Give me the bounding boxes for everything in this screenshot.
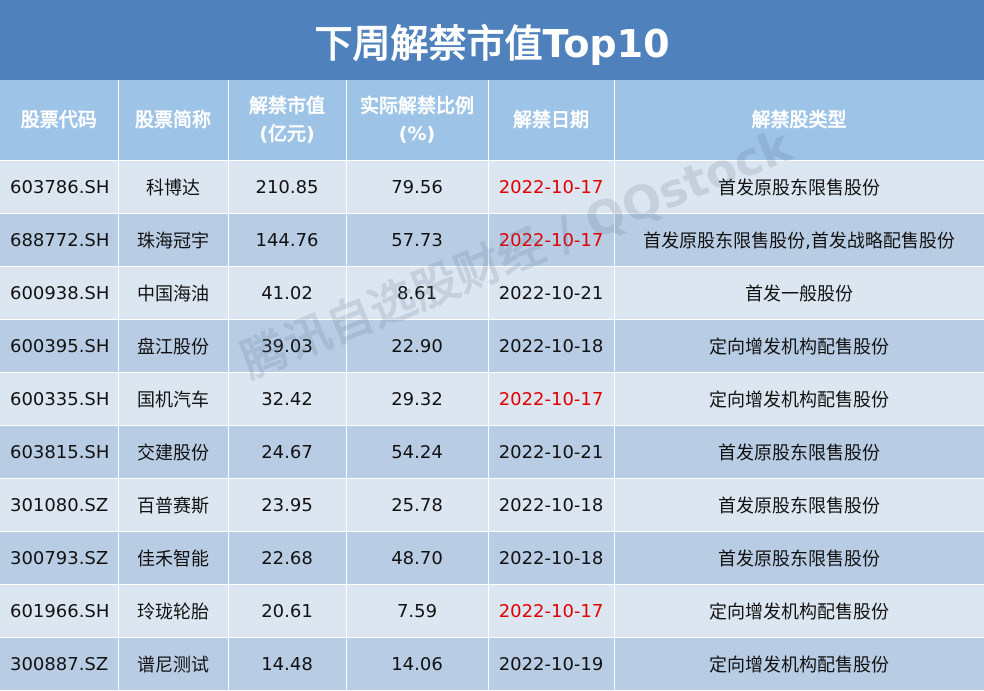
column-header: 实际解禁比例 (%) — [346, 80, 489, 161]
cell: 79.56 — [346, 160, 489, 214]
cell: 210.85 — [228, 160, 347, 214]
cell: 54.24 — [346, 425, 489, 479]
row: 301080.SZ 百普赛斯 23.95 25.78 2022-10-18 首发原股东限售… — [0, 478, 984, 532]
cell: 301080.SZ — [0, 478, 119, 532]
cell: 23.95 — [228, 478, 347, 532]
cell: 2022-10-21 — [488, 266, 615, 320]
row: 300887.SZ 谱尼测试 14.48 14.06 2022-10-19 定向增发机构配… — [0, 637, 984, 690]
header-row: 股票代码 股票简称 解禁市值 (亿元) 实际解禁比例 (%) 解禁日期 解禁股类型 — [0, 80, 984, 161]
cell: 688772.SH — [0, 213, 119, 267]
row: 600938.SH 中国海油 41.02 8.61 2022-10-21 首发一般股份 — [0, 266, 984, 320]
cell: 佳禾智能 — [118, 531, 229, 585]
cell: 41.02 — [228, 266, 347, 320]
cell: 定向增发机构配售股份 — [614, 372, 984, 426]
header-line: (%) — [398, 123, 436, 145]
cell: 2022-10-17 — [488, 584, 615, 638]
cell: 谱尼测试 — [118, 637, 229, 690]
cell: 玲珑轮胎 — [118, 584, 229, 638]
row: 601966.SH 玲珑轮胎 20.61 7.59 2022-10-17 定向增发机构配售… — [0, 584, 984, 638]
cell: 2022-10-18 — [488, 478, 615, 532]
cell: 首发原股东限售股份 — [614, 425, 984, 479]
cell: 24.67 — [228, 425, 347, 479]
cell: 600938.SH — [0, 266, 119, 320]
column-header: 股票简称 — [118, 80, 229, 161]
cell: 601966.SH — [0, 584, 119, 638]
cell: 300793.SZ — [0, 531, 119, 585]
cell: 22.68 — [228, 531, 347, 585]
cell: 定向增发机构配售股份 — [614, 637, 984, 690]
cell: 2022-10-19 — [488, 637, 615, 690]
cell: 首发一般股份 — [614, 266, 984, 320]
cell: 交建股份 — [118, 425, 229, 479]
column-header: 解禁股类型 — [614, 80, 984, 161]
cell: 2022-10-21 — [488, 425, 615, 479]
cell: 定向增发机构配售股份 — [614, 584, 984, 638]
cell: 600395.SH — [0, 319, 119, 373]
cell: 首发原股东限售股份 — [614, 531, 984, 585]
header-line: 解禁市值 — [248, 95, 325, 117]
title: 下周解禁市值Top10 — [0, 0, 984, 80]
cell: 科博达 — [118, 160, 229, 214]
cell: 20.61 — [228, 584, 347, 638]
cell: 48.70 — [346, 531, 489, 585]
header-line: 股票简称 — [134, 109, 211, 131]
table: 股票代码 股票简称 解禁市值 (亿元) 实际解禁比例 (%) 解禁日期 解禁股类型 60378… — [0, 80, 984, 690]
cell: 22.90 — [346, 319, 489, 373]
cell: 2022-10-17 — [488, 160, 615, 214]
cell: 29.32 — [346, 372, 489, 426]
column-header: 股票代码 — [0, 80, 119, 161]
cell: 国机汽车 — [118, 372, 229, 426]
cell: 2022-10-18 — [488, 319, 615, 373]
row: 603786.SH 科博达 210.85 79.56 2022-10-17 首发原股东限售… — [0, 160, 984, 214]
header-line: 股票代码 — [20, 109, 97, 131]
cell: 7.59 — [346, 584, 489, 638]
row: 603815.SH 交建股份 24.67 54.24 2022-10-21 首发原股东限售… — [0, 425, 984, 479]
header-line: (亿元) — [259, 123, 315, 145]
cell: 首发原股东限售股份 — [614, 160, 984, 214]
header-line: 实际解禁比例 — [359, 95, 474, 117]
cell: 600335.SH — [0, 372, 119, 426]
row: 600335.SH 国机汽车 32.42 29.32 2022-10-17 定向增发机构配… — [0, 372, 984, 426]
row: 600395.SH 盘江股份 39.03 22.90 2022-10-18 定向增发机构配… — [0, 319, 984, 373]
row: 688772.SH 珠海冠宇 144.76 57.73 2022-10-17 首发原股东限… — [0, 213, 984, 267]
cell: 2022-10-17 — [488, 372, 615, 426]
cell: 定向增发机构配售股份 — [614, 319, 984, 373]
cell: 603786.SH — [0, 160, 119, 214]
header-line: 解禁日期 — [512, 109, 589, 131]
cell: 603815.SH — [0, 425, 119, 479]
cell: 2022-10-18 — [488, 531, 615, 585]
cell: 39.03 — [228, 319, 347, 373]
cell: 32.42 — [228, 372, 347, 426]
cell: 百普赛斯 — [118, 478, 229, 532]
cell: 首发原股东限售股份 — [614, 478, 984, 532]
cell: 珠海冠宇 — [118, 213, 229, 267]
cell: 8.61 — [346, 266, 489, 320]
cell: 25.78 — [346, 478, 489, 532]
column-header: 解禁日期 — [488, 80, 615, 161]
row: 300793.SZ 佳禾智能 22.68 48.70 2022-10-18 首发原股东限售… — [0, 531, 984, 585]
cell: 14.06 — [346, 637, 489, 690]
header-line: 解禁股类型 — [751, 109, 847, 131]
cell: 144.76 — [228, 213, 347, 267]
cell: 首发原股东限售股份,首发战略配售股份 — [614, 213, 984, 267]
column-header: 解禁市值 (亿元) — [228, 80, 347, 161]
cell: 盘江股份 — [118, 319, 229, 373]
cell: 14.48 — [228, 637, 347, 690]
cell: 2022-10-17 — [488, 213, 615, 267]
cell: 300887.SZ — [0, 637, 119, 690]
cell: 中国海油 — [118, 266, 229, 320]
cell: 57.73 — [346, 213, 489, 267]
